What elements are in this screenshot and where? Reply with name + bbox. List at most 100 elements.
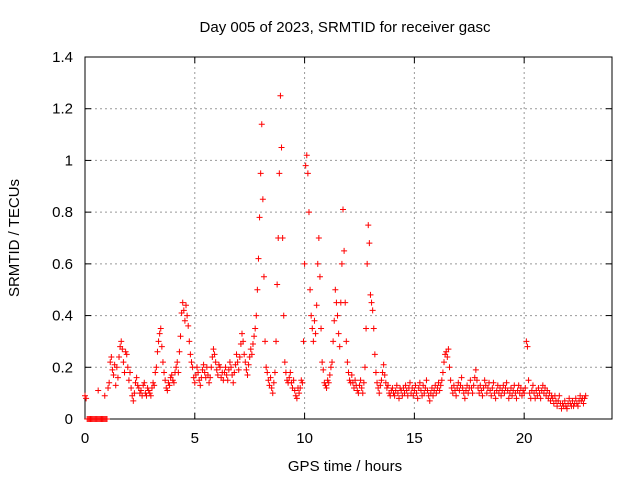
data-point	[257, 170, 264, 177]
data-point	[185, 322, 192, 329]
data-point	[322, 382, 329, 389]
data-point	[522, 384, 529, 391]
data-point	[309, 325, 316, 332]
data-point	[242, 359, 249, 366]
data-point	[291, 387, 298, 394]
data-point	[361, 364, 368, 371]
data-point	[125, 377, 132, 384]
data-point	[251, 333, 258, 340]
data-point	[335, 330, 342, 337]
data-point	[162, 377, 169, 384]
data-point	[161, 369, 168, 376]
data-point	[267, 374, 274, 381]
data-point	[370, 325, 377, 332]
data-point	[490, 379, 497, 386]
data-point	[116, 353, 123, 360]
data-point	[240, 338, 247, 345]
data-point	[213, 366, 220, 373]
data-point	[298, 377, 305, 384]
data-point	[389, 384, 396, 391]
data-point	[271, 369, 278, 376]
data-point	[426, 397, 433, 404]
data-point	[358, 384, 365, 391]
data-point	[477, 382, 484, 389]
data-point	[252, 325, 259, 332]
data-point	[523, 338, 530, 345]
data-point	[247, 346, 254, 353]
data-point	[535, 384, 542, 391]
data-point	[119, 346, 126, 353]
data-point	[307, 286, 314, 293]
data-point	[529, 382, 536, 389]
data-point	[441, 359, 448, 366]
data-point	[489, 384, 496, 391]
data-point	[141, 379, 148, 386]
data-point	[488, 392, 495, 399]
data-point	[313, 302, 320, 309]
data-point	[446, 364, 453, 371]
data-point	[109, 366, 116, 373]
data-point	[164, 387, 171, 394]
y-axis-label: SRMTID / TECUs	[6, 179, 23, 297]
data-point	[140, 382, 147, 389]
y-tick-label: 1.4	[52, 49, 73, 66]
data-point	[173, 364, 180, 371]
data-point	[556, 392, 563, 399]
data-point	[123, 351, 130, 358]
data-point	[124, 364, 131, 371]
data-point	[176, 348, 183, 355]
data-point	[330, 338, 337, 345]
data-point	[305, 209, 312, 216]
data-point	[393, 382, 400, 389]
data-point	[154, 348, 161, 355]
x-tick-label: 5	[191, 430, 199, 447]
data-point	[311, 317, 318, 324]
data-point	[501, 390, 508, 397]
data-point	[223, 372, 230, 379]
data-point	[244, 372, 251, 379]
data-point	[82, 392, 88, 399]
data-point	[470, 382, 477, 389]
data-point	[363, 325, 370, 332]
data-point	[226, 359, 233, 366]
data-point	[453, 392, 460, 399]
data-point	[327, 364, 334, 371]
data-point	[170, 379, 177, 386]
axis-ticks: 0 5 10 15 20 0 0.2 0.4 0.6 0.8 1 1.2 1.4	[52, 49, 612, 447]
data-point	[156, 330, 163, 337]
data-point	[150, 379, 157, 386]
data-point	[255, 255, 262, 262]
data-point	[343, 338, 350, 345]
data-point	[214, 372, 221, 379]
data-point	[378, 377, 385, 384]
data-point	[131, 390, 138, 397]
data-point	[147, 392, 154, 399]
data-point	[521, 390, 528, 397]
data-point	[158, 343, 165, 350]
data-point	[318, 325, 325, 332]
data-point	[357, 377, 364, 384]
data-point	[447, 377, 454, 384]
data-point	[268, 384, 275, 391]
data-point	[316, 273, 323, 280]
data-point	[239, 330, 246, 337]
data-point	[279, 235, 286, 241]
data-point	[372, 369, 379, 376]
data-point	[368, 299, 375, 306]
x-tick-label: 10	[296, 430, 313, 447]
data-point	[287, 369, 294, 376]
data-point	[300, 338, 307, 345]
data-point	[191, 379, 198, 386]
data-point	[572, 395, 579, 402]
data-point	[259, 196, 266, 203]
data-point	[458, 374, 465, 381]
data-point	[461, 395, 468, 402]
data-point	[297, 384, 304, 391]
data-point	[383, 384, 390, 391]
data-point	[456, 387, 463, 394]
data-point	[503, 379, 510, 386]
data-point	[113, 364, 120, 371]
data-point	[281, 359, 288, 366]
data-point	[580, 400, 587, 407]
